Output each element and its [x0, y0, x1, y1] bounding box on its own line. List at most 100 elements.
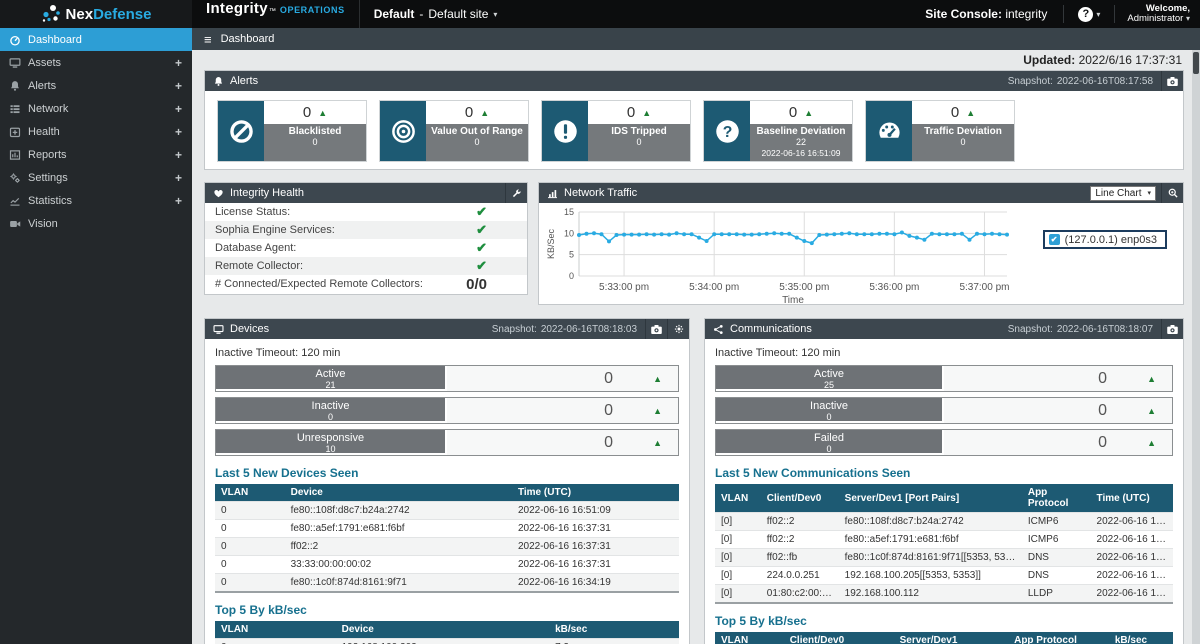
user-menu[interactable]: Welcome, Administrator ▾: [1115, 3, 1200, 25]
table-row: [0]01:80:c2:00:00:0e192.168.100.112LLDP2…: [715, 584, 1173, 603]
svg-text:10: 10: [564, 228, 574, 238]
sidebar-item-alerts[interactable]: Alerts +: [0, 74, 192, 97]
snapshot-camera-button[interactable]: [1161, 319, 1183, 339]
table-cell: 7.2: [549, 638, 679, 644]
legend-checkbox-checked[interactable]: ✔: [1048, 234, 1060, 245]
site-selector-default: Default: [373, 7, 415, 21]
scrollbar-thumb[interactable]: [1193, 52, 1199, 74]
alert-card-traffic-deviation[interactable]: 0 ▲ Traffic Deviation 0: [865, 100, 1015, 162]
sidebar: Dashboard Assets + Alerts + Network + He…: [0, 28, 192, 644]
svg-text:15: 15: [564, 207, 574, 217]
stat-label-box: Inactive 0: [216, 398, 447, 423]
scrollbar[interactable]: [1192, 50, 1200, 644]
alert-label: Blacklisted: [288, 126, 342, 137]
snapshot-camera-button[interactable]: [1161, 71, 1183, 91]
stat-row-inactive[interactable]: Inactive 0 0 ▲: [715, 397, 1173, 424]
wrench-button[interactable]: [505, 183, 527, 203]
table-cell: LLDP: [1021, 584, 1091, 603]
column-header: kB/sec: [549, 621, 679, 639]
chart-type-select[interactable]: Line Chart ▾: [1090, 185, 1156, 201]
product-title: Integrity ™ OPERATIONS: [192, 0, 359, 28]
stat-row-active[interactable]: Active 21 0 ▲: [215, 365, 679, 392]
communications-panel-header: Communications Snapshot: 2022-06-16T08:18…: [705, 319, 1183, 339]
alert-card-baseline-deviation[interactable]: ? 0 ▲ Baseline Deviation 22 2022-06-16 16…: [703, 100, 853, 162]
stat-row-failed[interactable]: Failed 0 0 ▲: [715, 429, 1173, 456]
sidebar-item-dashboard[interactable]: Dashboard: [0, 28, 192, 51]
panel-title: Alerts: [230, 75, 259, 87]
table-cell: 2022-06-16 16:37:31: [1090, 530, 1173, 549]
stat-count: 0: [826, 412, 832, 422]
panel-title: Communications: [730, 323, 812, 335]
health-row-license: License Status: ✔: [205, 203, 527, 221]
alert-count: 0: [626, 104, 636, 121]
alert-sub-count: 0: [636, 137, 642, 147]
svg-text:0: 0: [569, 271, 574, 281]
stat-count: 25: [823, 380, 834, 390]
snapshot-value: 2022-06-16T08:18:03: [540, 323, 637, 335]
alert-card-blacklisted[interactable]: 0 ▲ Blacklisted 0: [217, 100, 367, 162]
stat-row-unresponsive[interactable]: Unresponsive 10 0 ▲: [215, 429, 679, 456]
table-cell: 192.168.100.112: [838, 584, 1022, 603]
alert-timestamp: 2022-06-16 16:51:09: [761, 148, 841, 158]
zoom-magnifier-button[interactable]: [1161, 183, 1183, 203]
legend-label: (127.0.0.1) enp0s3: [1064, 233, 1157, 246]
column-header: Device: [284, 484, 512, 502]
sidebar-item-statistics[interactable]: Statistics +: [0, 189, 192, 212]
table-cell: 2022-06-16 16:37:31: [511, 555, 679, 574]
stat-row-inactive[interactable]: Inactive 0 0 ▲: [215, 397, 679, 424]
stat-label-box: Inactive 0: [716, 398, 944, 423]
alert-card-ids-tripped[interactable]: 0 ▲ IDS Tripped 0: [541, 100, 691, 162]
table-cell: ff02::2: [760, 512, 839, 531]
top-bar: NexDefense Integrity ™ OPERATIONS Defaul…: [0, 0, 1200, 28]
sidebar-item-network[interactable]: Network +: [0, 97, 192, 120]
traffic-chart-body: 0 5 10 15 5:33:00 pm 5:34:00 pm 5:35:00 pm 5:36…: [539, 203, 1183, 307]
table-cell: fe80::1c0f:874d:8161:9f71: [284, 573, 512, 592]
health-panel-header: Integrity Health: [205, 183, 527, 203]
alert-card-value-out-of-range[interactable]: 0 ▲ Value Out of Range 0: [379, 100, 529, 162]
sidebar-item-label: Dashboard: [28, 33, 82, 46]
settings-gear-button[interactable]: [667, 319, 689, 339]
table-row: 0192.168.100.2027.2: [215, 638, 679, 644]
monitor-icon: [213, 324, 224, 335]
stat-value-box: 0 ▲: [447, 398, 678, 423]
table-cell: 2022-06-16 16:34:19: [1090, 548, 1173, 567]
sidebar-item-label: Health: [28, 125, 60, 138]
table-cell: DNS: [1021, 566, 1091, 585]
table-cell: [0]: [715, 566, 761, 585]
table-cell: ff02::2: [284, 537, 512, 556]
hamburger-icon[interactable]: ≡: [204, 31, 212, 47]
table-cell: fe80::a5ef:1791:e681:f6bf: [838, 530, 1022, 549]
nexdefense-logo[interactable]: NexDefense: [0, 0, 192, 28]
trend-up-icon: ▲: [642, 107, 652, 118]
svg-text:Time: Time: [782, 295, 804, 306]
table-cell: fe80::108f:d8c7:b24a:2742: [838, 512, 1022, 531]
column-header: Time (UTC): [511, 484, 679, 502]
trademark: ™: [268, 8, 276, 15]
stat-row-active[interactable]: Active 25 0 ▲: [715, 365, 1173, 392]
alert-card-footer: Value Out of Range 0: [426, 124, 528, 161]
exclamation-icon: [542, 101, 588, 161]
snapshot-camera-button[interactable]: [645, 319, 667, 339]
health-label: Sophia Engine Services:: [215, 224, 335, 236]
sidebar-item-settings[interactable]: Settings +: [0, 166, 192, 189]
sidebar-item-vision[interactable]: Vision: [0, 212, 192, 235]
sidebar-item-reports[interactable]: Reports +: [0, 143, 192, 166]
sidebar-item-assets[interactable]: Assets +: [0, 51, 192, 74]
site-selector[interactable]: Default - Default site ▾: [358, 0, 512, 28]
trend-up-icon: ▲: [1147, 437, 1156, 448]
sidebar-item-health[interactable]: Health +: [0, 120, 192, 143]
table-cell: 2022-06-16 16:37:31: [511, 519, 679, 538]
alert-sub-count: 0: [960, 137, 966, 147]
alert-label: IDS Tripped: [611, 126, 667, 137]
expand-plus: +: [174, 193, 182, 208]
stat-value: 0: [604, 433, 614, 451]
trend-up-icon: ▲: [653, 437, 662, 448]
help-menu[interactable]: ? ▾: [1064, 6, 1114, 22]
ban-icon: [218, 101, 264, 161]
table-cell: ICMP6: [1021, 512, 1091, 531]
chart-legend-item[interactable]: ✔ (127.0.0.1) enp0s3: [1042, 230, 1167, 249]
nexdefense-logo-icon: [42, 5, 60, 22]
table-cell: 224.0.0.251: [760, 566, 839, 585]
expand-plus: +: [174, 55, 182, 70]
health-row-database: Database Agent: ✔: [205, 239, 527, 257]
